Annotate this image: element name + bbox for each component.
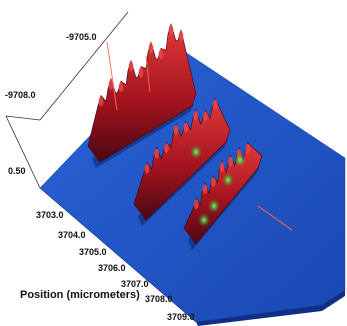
highlight-spot-5	[198, 213, 210, 227]
highlight-spot-3	[222, 173, 234, 187]
ridge-3-peak-1	[193, 199, 199, 210]
highlight-spot-4	[234, 153, 246, 167]
ridge-2-peak-3	[163, 143, 169, 154]
marker-lines	[106, 41, 293, 231]
surface-base-edge	[196, 290, 345, 326]
ridge-2-peak-2	[154, 148, 160, 159]
ridge-group	[87, 22, 263, 250]
marker-line-1	[106, 41, 118, 111]
ridge-1-peak-1	[98, 96, 104, 107]
ridge-1-peak-9	[178, 31, 184, 42]
ridge-1-peak-7	[158, 49, 164, 60]
ridge-2-peak-8	[212, 99, 218, 110]
x-tick-label-1: 3703.0	[36, 210, 64, 220]
frame-edge-left	[5, 115, 41, 121]
y-tick-label-2: -9708.0	[5, 90, 36, 100]
ridge-2-peak-1	[144, 163, 150, 174]
ridge-1-peak-8	[168, 25, 174, 35]
ridge-3-peak-2	[202, 184, 208, 195]
marker-line-2	[145, 55, 151, 93]
z-tick-label-1: 0.50	[8, 166, 26, 176]
frame-edge-top	[39, 11, 129, 121]
ridge-2-peak-7	[202, 111, 208, 122]
x-tick-label-7: 3709.0	[167, 312, 195, 322]
highlight-spot-2	[208, 199, 220, 213]
ridge-2-peak-4	[173, 124, 179, 135]
ridge-1-peak-5	[138, 67, 144, 78]
ridge-2-peak-6	[193, 110, 199, 121]
ridge-1-peak-4	[128, 61, 134, 72]
y-tick-label-1: -9705.0	[66, 32, 97, 42]
ridge-3-peak-3	[211, 177, 216, 188]
ridge-1-peak-6	[148, 43, 154, 54]
ridge-3-peak-5	[228, 156, 233, 167]
ridge-3-peak-7	[245, 143, 251, 154]
x-tick-label-4: 3706.0	[98, 263, 126, 273]
x-tick-label-6: 3708.0	[145, 294, 173, 304]
ridge-1	[87, 22, 197, 163]
frame-edge-z	[5, 115, 41, 189]
ridge-3-peak-4	[219, 162, 225, 172]
highlight-spot-1	[190, 145, 202, 159]
x-tick-label-5: 3707.0	[121, 279, 149, 289]
ridge-2-peak-5	[183, 122, 189, 133]
x-tick-label-3: 3705.0	[79, 247, 107, 257]
x-tick-label-2: 3704.0	[58, 230, 86, 240]
marker-line-3	[257, 205, 293, 231]
ridge-1-peak-2	[108, 79, 114, 90]
ridge-1-peak-3	[118, 82, 124, 93]
x-axis-label: Position (micrometers)	[20, 289, 140, 301]
